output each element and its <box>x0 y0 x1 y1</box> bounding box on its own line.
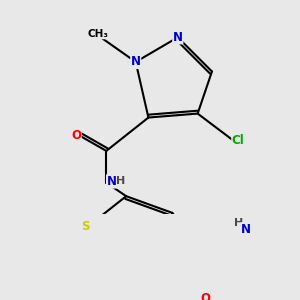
Text: N: N <box>241 223 250 236</box>
Text: N: N <box>106 175 117 188</box>
Text: Cl: Cl <box>232 134 244 147</box>
Text: N: N <box>173 31 183 44</box>
Text: O: O <box>71 128 81 142</box>
Text: S: S <box>81 220 89 233</box>
Text: H: H <box>234 218 244 229</box>
Text: CH₃: CH₃ <box>88 29 109 39</box>
Text: O: O <box>201 292 211 300</box>
Text: N: N <box>131 56 141 68</box>
Text: H: H <box>116 176 126 187</box>
